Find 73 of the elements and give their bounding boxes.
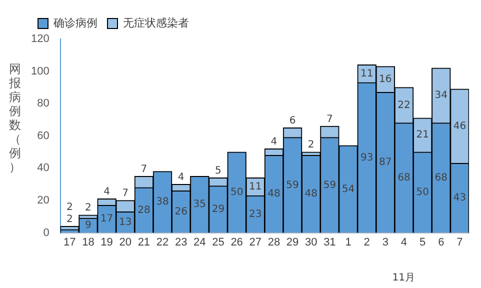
y-tick-label: 20 [37,194,50,207]
y-tick-label: 60 [37,130,50,142]
data-label: 87 [379,157,392,168]
data-label: 2 [85,202,92,214]
data-label: 48 [268,188,280,200]
data-label: 11 [360,68,374,80]
y-tick-label: 120 [30,33,50,46]
x-tick-label: 21 [138,236,150,248]
data-label: 68 [398,172,410,184]
x-tick-label: 2 [364,236,370,248]
data-label: 26 [174,206,188,218]
data-label: 2 [66,202,73,213]
data-label: 23 [249,208,262,220]
data-label: 59 [323,180,336,191]
data-label: 4 [270,136,278,148]
y-tick-label: 100 [30,65,50,78]
y-axis-title: 网报病例数（例） [8,62,22,174]
x-tick-label: 25 [212,236,224,248]
data-label: 16 [379,74,392,85]
x-tick-label: 20 [119,236,132,248]
y-tick-label: 0 [43,226,50,239]
data-label: 9 [85,220,92,232]
y-tick-label: 40 [37,162,50,174]
x-tick-label: 24 [194,236,206,248]
x-tick-label: 1 [345,236,352,248]
data-label: 7 [140,164,148,175]
x-tick-label: 17 [64,236,76,248]
x-tick-label: 23 [174,236,188,248]
y-tick-label: 80 [37,98,50,110]
data-label: 6 [289,115,296,126]
data-label: 4 [178,172,184,183]
x-tick-label: 5 [420,236,426,248]
data-label: 28 [138,204,150,216]
data-label: 59 [286,180,299,191]
x-tick-label: 6 [438,236,444,248]
x-tick-label: 3 [382,236,388,248]
legend-label: 无症状感染者 [123,16,189,30]
x-tick-label: 29 [286,236,299,248]
x-tick-label: 30 [304,236,318,248]
data-label: 11 [249,181,262,192]
data-label: 48 [304,188,318,200]
data-label: 7 [122,188,129,200]
x-tick-label: 18 [82,236,94,248]
data-label: 22 [398,100,410,111]
data-label: 13 [119,216,132,228]
x-tick-label: 28 [268,236,280,248]
data-label: 68 [434,172,448,184]
data-label: 5 [215,165,222,176]
data-label: 50 [416,187,429,198]
data-label: 34 [434,90,448,102]
x-tick-label: 26 [230,236,243,248]
x-tick-label: 31 [324,236,336,248]
data-label: 50 [230,187,244,198]
x-tick-label: 19 [100,236,113,248]
x-tick-label: 7 [456,236,463,248]
data-label: 2 [66,214,73,225]
data-label: 17 [100,214,114,225]
data-label: 38 [156,196,169,208]
data-label: 93 [360,152,374,164]
data-label: 4 [104,186,110,198]
legend-label: 确诊病例 [52,16,98,30]
data-label: 54 [342,184,355,195]
text: 11月 [392,272,415,284]
data-label: 2 [308,140,314,151]
data-label: 46 [453,120,466,132]
x-tick-label: 27 [249,236,262,248]
x-tick-label: 4 [400,236,408,248]
data-label: 43 [453,192,466,204]
x-tick-label: 22 [156,236,169,248]
data-label: 35 [193,199,206,210]
data-label: 21 [416,130,429,141]
data-label: 29 [212,204,225,215]
data-label: 7 [326,114,333,125]
